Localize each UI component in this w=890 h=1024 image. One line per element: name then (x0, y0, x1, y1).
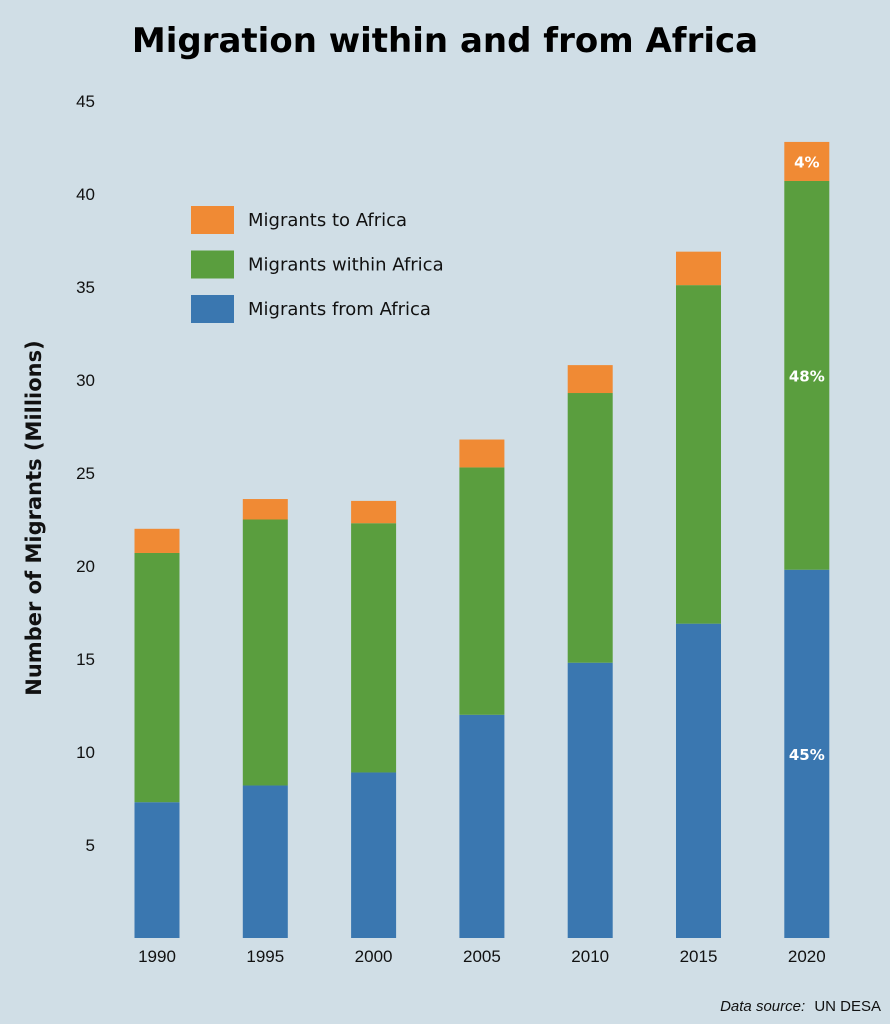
bar-migrants-within-africa-2010 (567, 393, 613, 663)
bar-migrants-from-africa-1995 (242, 785, 288, 938)
bar-migrants-to-africa-1995 (242, 499, 288, 520)
bars-group (134, 141, 830, 938)
data-source-label: Data source: (720, 998, 805, 1015)
y-axis-label: Number of Migrants (Millions) (22, 340, 46, 695)
x-tick-label-2010: 2010 (571, 947, 609, 966)
x-tick-label-2020: 2020 (788, 947, 826, 966)
data-source: Data source: UN DESA (720, 998, 881, 1015)
y-tick-label-20: 20 (76, 557, 95, 576)
bar-migrants-from-africa-2020 (784, 569, 830, 938)
x-axis-ticks: 1990 1995 2000 2005 2010 2015 2020 (138, 947, 826, 966)
data-label-migrants-within-africa-2020: 48% (789, 367, 825, 385)
bar-migrants-from-africa-2005 (459, 714, 505, 938)
data-source-value: UN DESA (814, 998, 881, 1015)
legend: Migrants to Africa Migrants within Africa… (191, 206, 444, 323)
bar-migrants-from-africa-2015 (676, 623, 721, 938)
x-tick-label-2005: 2005 (463, 947, 501, 966)
bar-migrants-within-africa-2005 (459, 467, 505, 715)
y-tick-label-35: 35 (76, 278, 95, 297)
y-tick-label-5: 5 (86, 836, 95, 855)
chart-title: Migration within and from Africa (132, 21, 758, 61)
legend-label-migrants-to-africa: Migrants to Africa (248, 210, 407, 231)
bar-migrants-within-africa-1995 (242, 519, 288, 786)
x-tick-label-2015: 2015 (680, 947, 718, 966)
bar-migrants-within-africa-1990 (134, 552, 180, 803)
legend-swatch-migrants-from-africa (191, 295, 234, 323)
y-tick-label-45: 45 (76, 92, 95, 111)
bar-migrants-to-africa-2000 (351, 500, 397, 524)
y-tick-label-15: 15 (76, 650, 95, 669)
legend-swatch-migrants-to-africa (191, 206, 234, 234)
bar-migrants-to-africa-2015 (676, 251, 721, 286)
bar-annotations: 4% 48% 45% (789, 153, 825, 763)
bar-migrants-to-africa-2020 (784, 141, 830, 181)
bar-migrants-from-africa-2000 (351, 772, 397, 938)
y-tick-label-25: 25 (76, 464, 95, 483)
data-label-migrants-to-africa-2020: 4% (794, 153, 819, 171)
bar-migrants-within-africa-2000 (351, 523, 397, 773)
bar-migrants-within-africa-2015 (676, 285, 721, 624)
legend-swatch-migrants-within-africa (191, 250, 234, 279)
bar-migrants-from-africa-2010 (567, 662, 613, 938)
bar-migrants-to-africa-2005 (459, 439, 505, 468)
y-axis-ticks: 5 10 15 20 25 30 35 40 45 (76, 92, 95, 855)
bar-migrants-to-africa-2010 (567, 365, 613, 394)
x-tick-label-1990: 1990 (138, 947, 176, 966)
y-tick-label-10: 10 (76, 743, 95, 762)
bar-migrants-within-africa-2020 (784, 180, 830, 570)
legend-label-migrants-from-africa: Migrants from Africa (248, 299, 431, 320)
x-tick-label-2000: 2000 (355, 947, 393, 966)
legend-label-migrants-within-africa: Migrants within Africa (248, 255, 444, 276)
y-tick-label-40: 40 (76, 185, 95, 204)
x-tick-label-1995: 1995 (246, 947, 284, 966)
bar-migrants-from-africa-1990 (134, 802, 180, 938)
bar-migrants-to-africa-1990 (134, 528, 180, 553)
data-label-migrants-from-africa-2020: 45% (789, 746, 825, 764)
y-tick-label-30: 30 (76, 371, 95, 390)
